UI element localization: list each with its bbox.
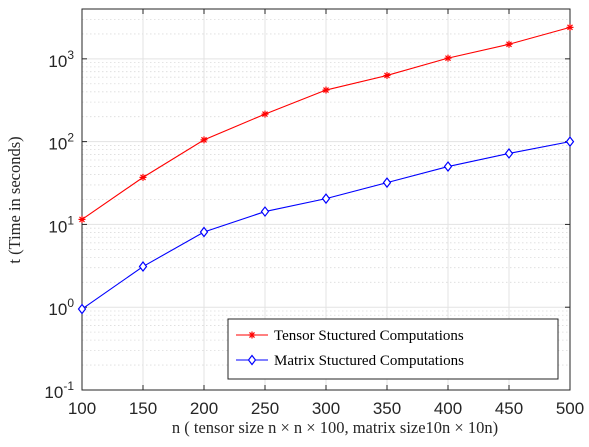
x-tick-label: 250 <box>251 399 279 418</box>
legend-entry: Matrix Stuctured Computations <box>236 353 464 369</box>
x-tick-label: 100 <box>68 399 96 418</box>
x-tick-label: 300 <box>312 399 340 418</box>
y-tick-label-exponent: -1 <box>63 379 74 393</box>
marker-stroke <box>445 55 451 62</box>
x-axis-title: n ( tensor size n × n × 100, matrix size… <box>172 418 498 437</box>
data-point <box>321 193 331 205</box>
x-tick-label: 450 <box>495 399 523 418</box>
x-tick-label: 150 <box>129 399 157 418</box>
marker-stroke <box>567 24 573 31</box>
legend: Tensor Stuctured Computations Matrix Stuc… <box>227 318 559 380</box>
y-tick-label: 103 <box>48 48 74 71</box>
data-point <box>444 54 452 62</box>
y-axis-title: t (Time in seconds) <box>5 136 24 263</box>
data-point <box>138 261 148 273</box>
x-tick-label: 200 <box>190 399 218 418</box>
y-tick-label: 10-1 <box>44 379 74 402</box>
legend-label: Matrix Stuctured Computations <box>274 353 464 369</box>
data-point <box>322 86 330 94</box>
marker-stroke <box>262 111 268 118</box>
data-point <box>261 110 269 118</box>
marker-stroke <box>506 41 512 48</box>
y-tick-label: 100 <box>48 296 74 319</box>
legend-marker <box>248 331 256 339</box>
data-point <box>505 40 513 48</box>
marker-stroke <box>140 174 146 181</box>
series-layer <box>77 23 575 315</box>
x-tick-label: 350 <box>373 399 401 418</box>
marker-stroke <box>201 136 207 143</box>
data-point <box>565 136 575 148</box>
y-tick-label-base: 10 <box>44 383 63 402</box>
axes-layer: 100 150 200 250 300 350 400 450 50010-1100101102… <box>44 8 584 418</box>
data-point <box>382 177 392 189</box>
data-point <box>200 136 208 144</box>
y-tick-label-exponent: 2 <box>67 131 74 145</box>
data-point <box>77 303 87 315</box>
data-point <box>504 147 514 159</box>
data-point <box>78 215 86 223</box>
y-tick-label-exponent: 3 <box>67 48 74 62</box>
marker-stroke <box>384 72 390 79</box>
legend-label: Tensor Stuctured Computations <box>274 328 464 344</box>
data-point <box>383 71 391 79</box>
marker-stroke <box>249 332 255 338</box>
data-point <box>443 161 453 173</box>
x-tick-label: 400 <box>434 399 462 418</box>
x-tick-label: 500 <box>556 399 584 418</box>
series-1 <box>78 23 574 223</box>
y-tick-label-exponent: 1 <box>67 213 74 227</box>
marker-stroke <box>79 216 85 223</box>
marker-stroke <box>323 87 329 93</box>
data-point <box>260 206 270 218</box>
y-tick-label-base: 10 <box>48 52 67 71</box>
y-tick-label: 102 <box>48 131 74 154</box>
y-tick-label-exponent: 0 <box>67 296 74 310</box>
data-point <box>139 173 147 181</box>
legend-entry: Tensor Stuctured Computations <box>236 328 464 344</box>
legend-box <box>227 318 559 380</box>
y-tick-label-base: 10 <box>48 135 67 154</box>
y-tick-label: 101 <box>48 213 74 236</box>
y-tick-label-base: 10 <box>48 300 67 319</box>
legend-marker <box>247 354 257 366</box>
y-tick-label-base: 10 <box>48 217 67 236</box>
data-point <box>199 226 209 238</box>
data-point <box>566 23 574 31</box>
series-2 <box>77 136 575 315</box>
